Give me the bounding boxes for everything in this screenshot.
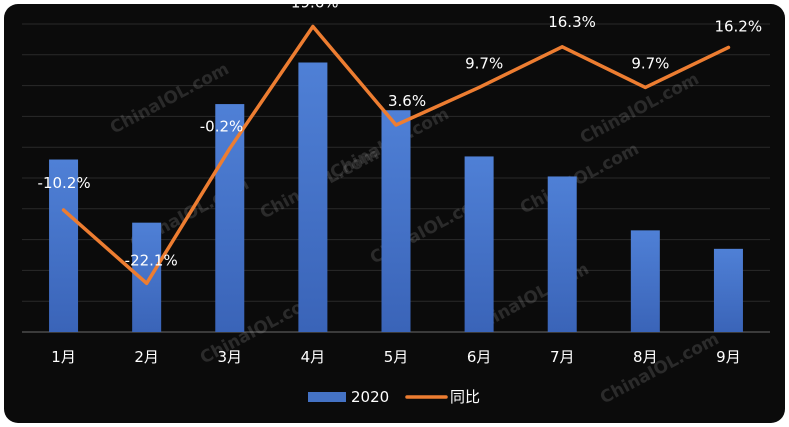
x-tick-label: 3月 <box>218 348 243 366</box>
data-label-6月: 9.7% <box>465 54 503 72</box>
bar-2月 <box>132 222 162 332</box>
chart-frame: ChinaIOL.com ChinaIOL.com ChinaIOL.com Chin… <box>4 4 785 423</box>
bar-5月 <box>381 110 411 333</box>
line-point-1月 <box>62 208 66 212</box>
data-label-1月: -10.2% <box>38 174 91 192</box>
line-point-7月 <box>560 45 564 49</box>
bar-4月 <box>298 62 328 332</box>
legend-label-line: 同比 <box>450 388 480 406</box>
x-tick-labels: 1月 2月 3月 4月 5月 6月 7月 8月 9月 <box>51 348 740 366</box>
bar-8月 <box>630 230 660 332</box>
x-tick-label: 4月 <box>301 348 326 366</box>
line-point-5月 <box>394 123 398 127</box>
bar-series <box>49 62 743 333</box>
data-label-8月: 9.7% <box>631 54 669 72</box>
legend: 2020 同比 <box>308 388 480 406</box>
bar-3月 <box>215 104 245 332</box>
bar-6月 <box>464 156 494 332</box>
data-labels: -10.2% -22.1% -0.2% 19.6% 3.6% 9.7% 16.3% 9.7% 1… <box>38 4 763 269</box>
line-point-9月 <box>726 45 730 49</box>
data-label-3月: -0.2% <box>200 117 244 135</box>
legend-swatch-bar <box>308 392 346 402</box>
line-point-2月 <box>145 281 149 285</box>
x-tick-label: 5月 <box>384 348 409 366</box>
x-tick-label: 9月 <box>716 348 741 366</box>
line-point-8月 <box>643 85 647 89</box>
chart-svg: ChinaIOL.comChinaIOL.comChinaIOL.comChin… <box>22 4 770 408</box>
watermark-text: ChinaIOL.com <box>577 69 703 148</box>
data-label-7月: 16.3% <box>548 13 596 31</box>
x-tick-label: 2月 <box>134 348 159 366</box>
x-tick-label: 8月 <box>633 348 658 366</box>
data-label-4月: 19.6% <box>291 4 339 11</box>
x-tick-label: 6月 <box>467 348 492 366</box>
line-point-3月 <box>228 146 232 150</box>
watermarks: ChinaIOL.comChinaIOL.comChinaIOL.comChin… <box>107 59 723 408</box>
data-label-2月: -22.1% <box>125 251 178 269</box>
data-label-9月: 16.2% <box>714 17 762 35</box>
line-point-6月 <box>477 85 481 89</box>
watermark-text: ChinaIOL.com <box>597 329 723 408</box>
bar-1月 <box>49 159 79 332</box>
watermark-text: ChinaIOL.com <box>517 139 643 218</box>
legend-label-bar: 2020 <box>351 388 389 406</box>
bar-9月 <box>713 248 743 332</box>
x-tick-label: 7月 <box>550 348 575 366</box>
bar-7月 <box>547 176 577 332</box>
x-tick-label: 1月 <box>51 348 76 366</box>
line-series <box>61 24 731 286</box>
data-label-5月: 3.6% <box>388 92 426 110</box>
line-point-4月 <box>311 24 315 28</box>
